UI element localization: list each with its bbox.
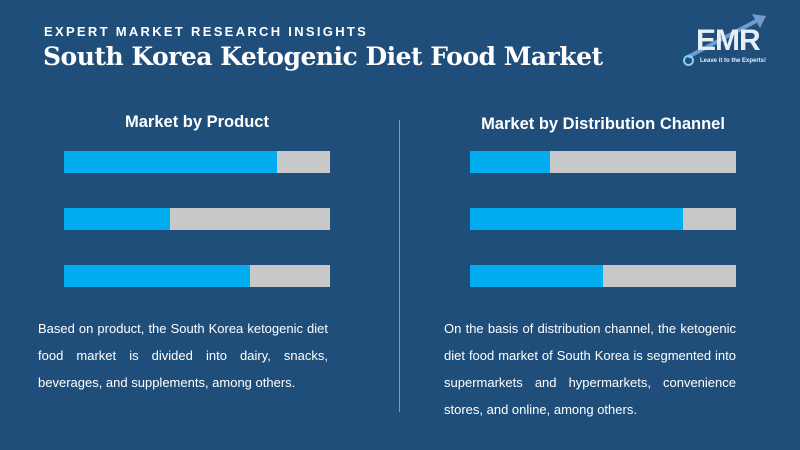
channel-heading: Market by Distribution Channel bbox=[481, 115, 725, 133]
arrow-icon bbox=[687, 14, 766, 59]
right-bar-1 bbox=[470, 151, 736, 173]
logo-tagline: Leave it to the Experts! bbox=[700, 58, 767, 64]
product-heading: Market by Product bbox=[125, 113, 269, 131]
logo-text: EMR bbox=[696, 24, 761, 57]
divider bbox=[399, 120, 400, 412]
header-kicker: EXPERT MARKET RESEARCH INSIGHTS bbox=[44, 24, 369, 39]
ring-icon bbox=[683, 55, 694, 66]
left-bar-1 bbox=[64, 151, 330, 173]
page-title: South Korea Ketogenic Diet Food Market bbox=[43, 42, 603, 71]
left-bar-fill-1 bbox=[64, 151, 277, 173]
left-bar-fill-3 bbox=[64, 265, 251, 287]
right-bar-fill-2 bbox=[470, 208, 683, 230]
right-bar-3 bbox=[470, 265, 736, 287]
right-bar-fill-1 bbox=[470, 151, 550, 173]
left-bar-2 bbox=[64, 208, 330, 230]
right-bar-2 bbox=[470, 208, 736, 230]
emr-logo: EMR Leave it to the Experts! bbox=[680, 12, 790, 67]
channel-description: On the basis of distribution channel, th… bbox=[444, 321, 736, 417]
right-bar-fill-3 bbox=[470, 265, 603, 287]
left-bar-3 bbox=[64, 265, 330, 287]
left-bar-fill-2 bbox=[64, 208, 171, 230]
product-description: Based on product, the South Korea ketoge… bbox=[38, 321, 328, 390]
